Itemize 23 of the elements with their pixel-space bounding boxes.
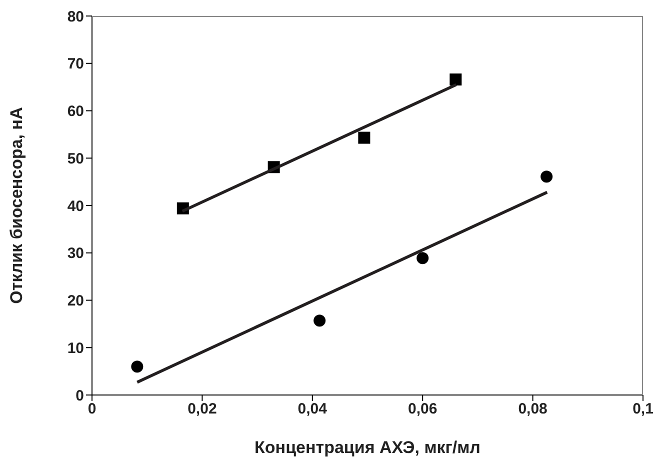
x-tick-label: 0,02 bbox=[188, 400, 217, 418]
point bbox=[314, 314, 326, 327]
y-tick-label: 20 bbox=[67, 292, 84, 310]
y-tick-label: 0 bbox=[76, 387, 84, 404]
point bbox=[131, 360, 144, 373]
y-tick-label: 50 bbox=[67, 150, 84, 168]
x-tick-label: 0 bbox=[88, 400, 96, 418]
point bbox=[358, 132, 370, 144]
point bbox=[450, 73, 462, 86]
y-tick-label: 70 bbox=[67, 56, 84, 73]
y-tick-label: 40 bbox=[67, 198, 84, 215]
y-tick-label: 30 bbox=[67, 245, 84, 262]
x-tick-label: 0,1 bbox=[632, 400, 654, 418]
x-tick-label: 0,06 bbox=[408, 400, 438, 418]
y-tick-label: 80 bbox=[67, 8, 84, 26]
x-tick-label: 0,04 bbox=[298, 400, 328, 418]
y-tick-label: 60 bbox=[67, 103, 84, 120]
y-axis-title: Отклик биосенсора, нА bbox=[7, 107, 26, 304]
point bbox=[540, 170, 553, 183]
point bbox=[416, 252, 429, 264]
y-tick-label: 10 bbox=[67, 340, 84, 357]
x-tick-label: 0,08 bbox=[518, 400, 548, 418]
x-axis-title: Концентрация АХЭ, мкг/мл bbox=[254, 438, 480, 457]
